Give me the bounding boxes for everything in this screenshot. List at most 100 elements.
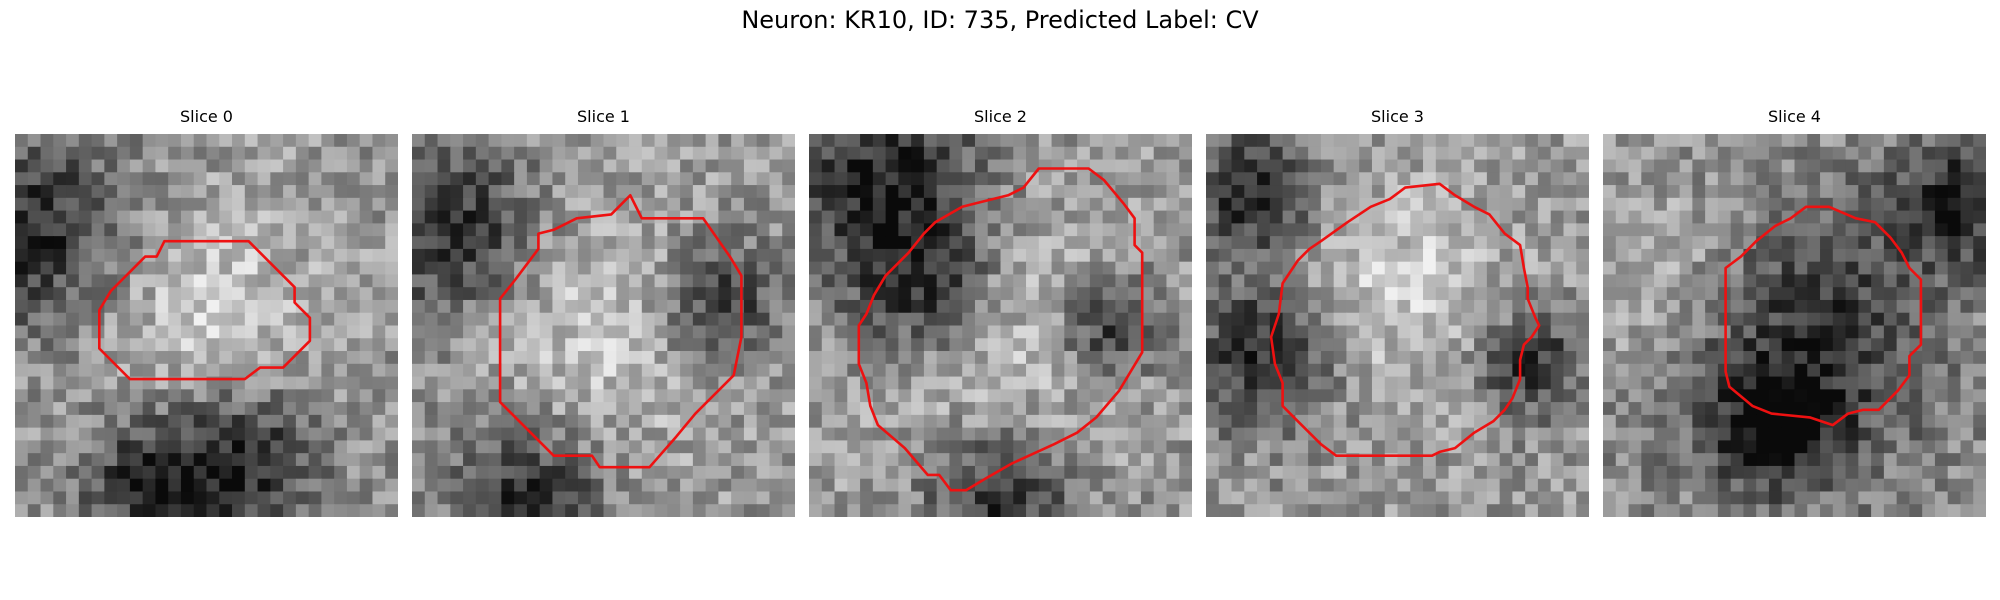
pixel-cell xyxy=(463,299,477,314)
pixel-cell xyxy=(321,427,335,441)
pixel-cell xyxy=(463,453,477,467)
pixel-cell xyxy=(53,376,67,390)
pixel-cell xyxy=(488,427,502,441)
pixel-cell xyxy=(1089,389,1104,403)
pixel-cell xyxy=(219,261,233,276)
pixel-cell xyxy=(1115,172,1129,186)
pixel-cell xyxy=(1883,338,1898,352)
pixel-cell xyxy=(1666,210,1681,224)
pixel-cell xyxy=(860,414,874,429)
pixel-cell xyxy=(1077,299,1091,314)
pixel-cell xyxy=(1026,236,1040,250)
pixel-cell xyxy=(321,465,335,480)
pixel-cell xyxy=(552,376,566,390)
pixel-cell xyxy=(155,363,169,378)
pixel-cell xyxy=(1563,236,1577,250)
pixel-cell xyxy=(1871,338,1885,352)
pixel-cell xyxy=(860,504,874,517)
pixel-cell xyxy=(270,389,284,403)
pixel-cell xyxy=(1922,261,1936,276)
pixel-cell xyxy=(860,210,874,224)
pixel-cell xyxy=(1384,440,1399,454)
pixel-cell xyxy=(1896,134,1910,148)
pixel-cell xyxy=(1563,465,1577,480)
pixel-cell xyxy=(514,299,528,314)
pixel-cell xyxy=(1871,389,1885,403)
pixel-cell xyxy=(1768,440,1783,454)
pixel-cell xyxy=(654,236,668,250)
pixel-cell xyxy=(1883,312,1898,327)
pixel-cell xyxy=(1448,363,1462,378)
pixel-cell xyxy=(372,248,386,263)
pixel-cell xyxy=(78,312,93,327)
pixel-cell xyxy=(1115,427,1129,441)
pixel-cell xyxy=(1858,325,1872,339)
pixel-cell xyxy=(1807,185,1821,199)
pixel-cell xyxy=(680,389,694,403)
pixel-cell xyxy=(1346,338,1360,352)
pixel-cell xyxy=(1038,402,1053,416)
pixel-cell xyxy=(641,427,656,441)
pixel-cell xyxy=(1397,427,1411,441)
pixel-cell xyxy=(860,223,874,237)
pixel-cell xyxy=(1359,478,1373,493)
pixel-cell xyxy=(1730,261,1745,276)
pixel-cell xyxy=(1089,261,1104,276)
pixel-cell xyxy=(53,338,67,352)
pixel-cell xyxy=(782,325,795,339)
pixel-cell xyxy=(1013,402,1027,416)
pixel-cell xyxy=(1102,274,1116,288)
pixel-cell xyxy=(1206,274,1220,288)
pixel-cell xyxy=(1654,197,1668,212)
pixel-cell xyxy=(219,299,233,314)
pixel-cell xyxy=(1603,146,1617,161)
pixel-cell xyxy=(1756,197,1770,212)
pixel-cell xyxy=(257,427,271,441)
pixel-cell xyxy=(1717,248,1732,263)
pixel-cell xyxy=(463,389,477,403)
pixel-cell xyxy=(1102,465,1116,480)
pixel-cell xyxy=(1679,414,1693,429)
pixel-cell xyxy=(1512,134,1526,148)
pixel-cell xyxy=(756,159,771,173)
pixel-cell xyxy=(40,402,54,416)
pixel-cell xyxy=(1654,504,1668,517)
pixel-cell xyxy=(1934,453,1949,467)
pixel-cell xyxy=(437,236,451,250)
pixel-cell xyxy=(104,363,118,378)
pixel-cell xyxy=(1461,427,1475,441)
pixel-cell xyxy=(552,427,566,441)
pixel-cell xyxy=(1576,223,1589,237)
pixel-cell xyxy=(1038,287,1053,301)
pixel-cell xyxy=(603,185,617,199)
pixel-cell xyxy=(1295,414,1309,429)
pixel-cell xyxy=(295,440,310,454)
pixel-cell xyxy=(129,172,144,186)
pixel-cell xyxy=(359,478,374,493)
pixel-cell xyxy=(1781,338,1796,352)
pixel-cell xyxy=(1218,427,1233,441)
pixel-cell xyxy=(987,248,1002,263)
pixel-cell xyxy=(1947,427,1962,441)
pixel-cell xyxy=(1832,312,1847,327)
pixel-cell xyxy=(1166,491,1180,505)
pixel-cell xyxy=(270,402,284,416)
pixel-cell xyxy=(1550,402,1565,416)
pixel-cell xyxy=(412,261,426,276)
pixel-cell xyxy=(1128,197,1142,212)
pixel-cell xyxy=(270,325,284,339)
pixel-cell xyxy=(1794,185,1808,199)
pixel-cell xyxy=(1654,261,1668,276)
pixel-cell xyxy=(1166,185,1180,199)
pixel-cell xyxy=(1820,402,1834,416)
pixel-cell xyxy=(1807,376,1821,390)
pixel-cell xyxy=(1922,363,1936,378)
pixel-cell xyxy=(488,440,502,454)
pixel-cell xyxy=(53,402,67,416)
pixel-cell xyxy=(514,453,528,467)
pixel-cell xyxy=(756,312,771,327)
pixel-cell xyxy=(1922,159,1936,173)
pixel-cell xyxy=(1512,478,1526,493)
pixel-cell xyxy=(1486,453,1501,467)
pixel-cell xyxy=(1231,197,1245,212)
